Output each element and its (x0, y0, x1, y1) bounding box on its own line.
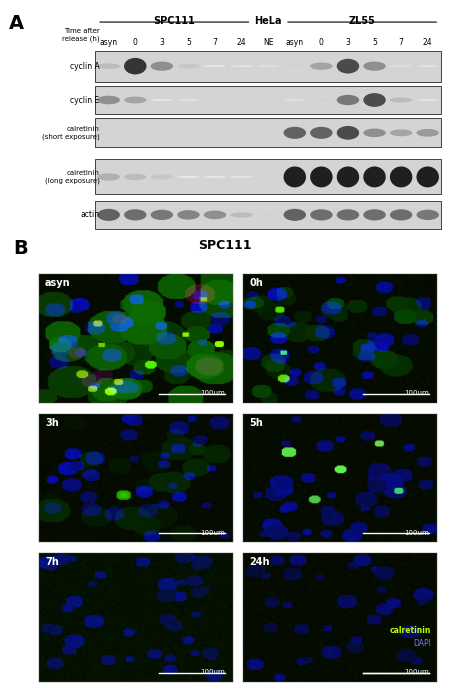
Text: SPC111: SPC111 (198, 238, 252, 252)
Text: A: A (9, 14, 24, 33)
Text: B: B (14, 238, 28, 258)
